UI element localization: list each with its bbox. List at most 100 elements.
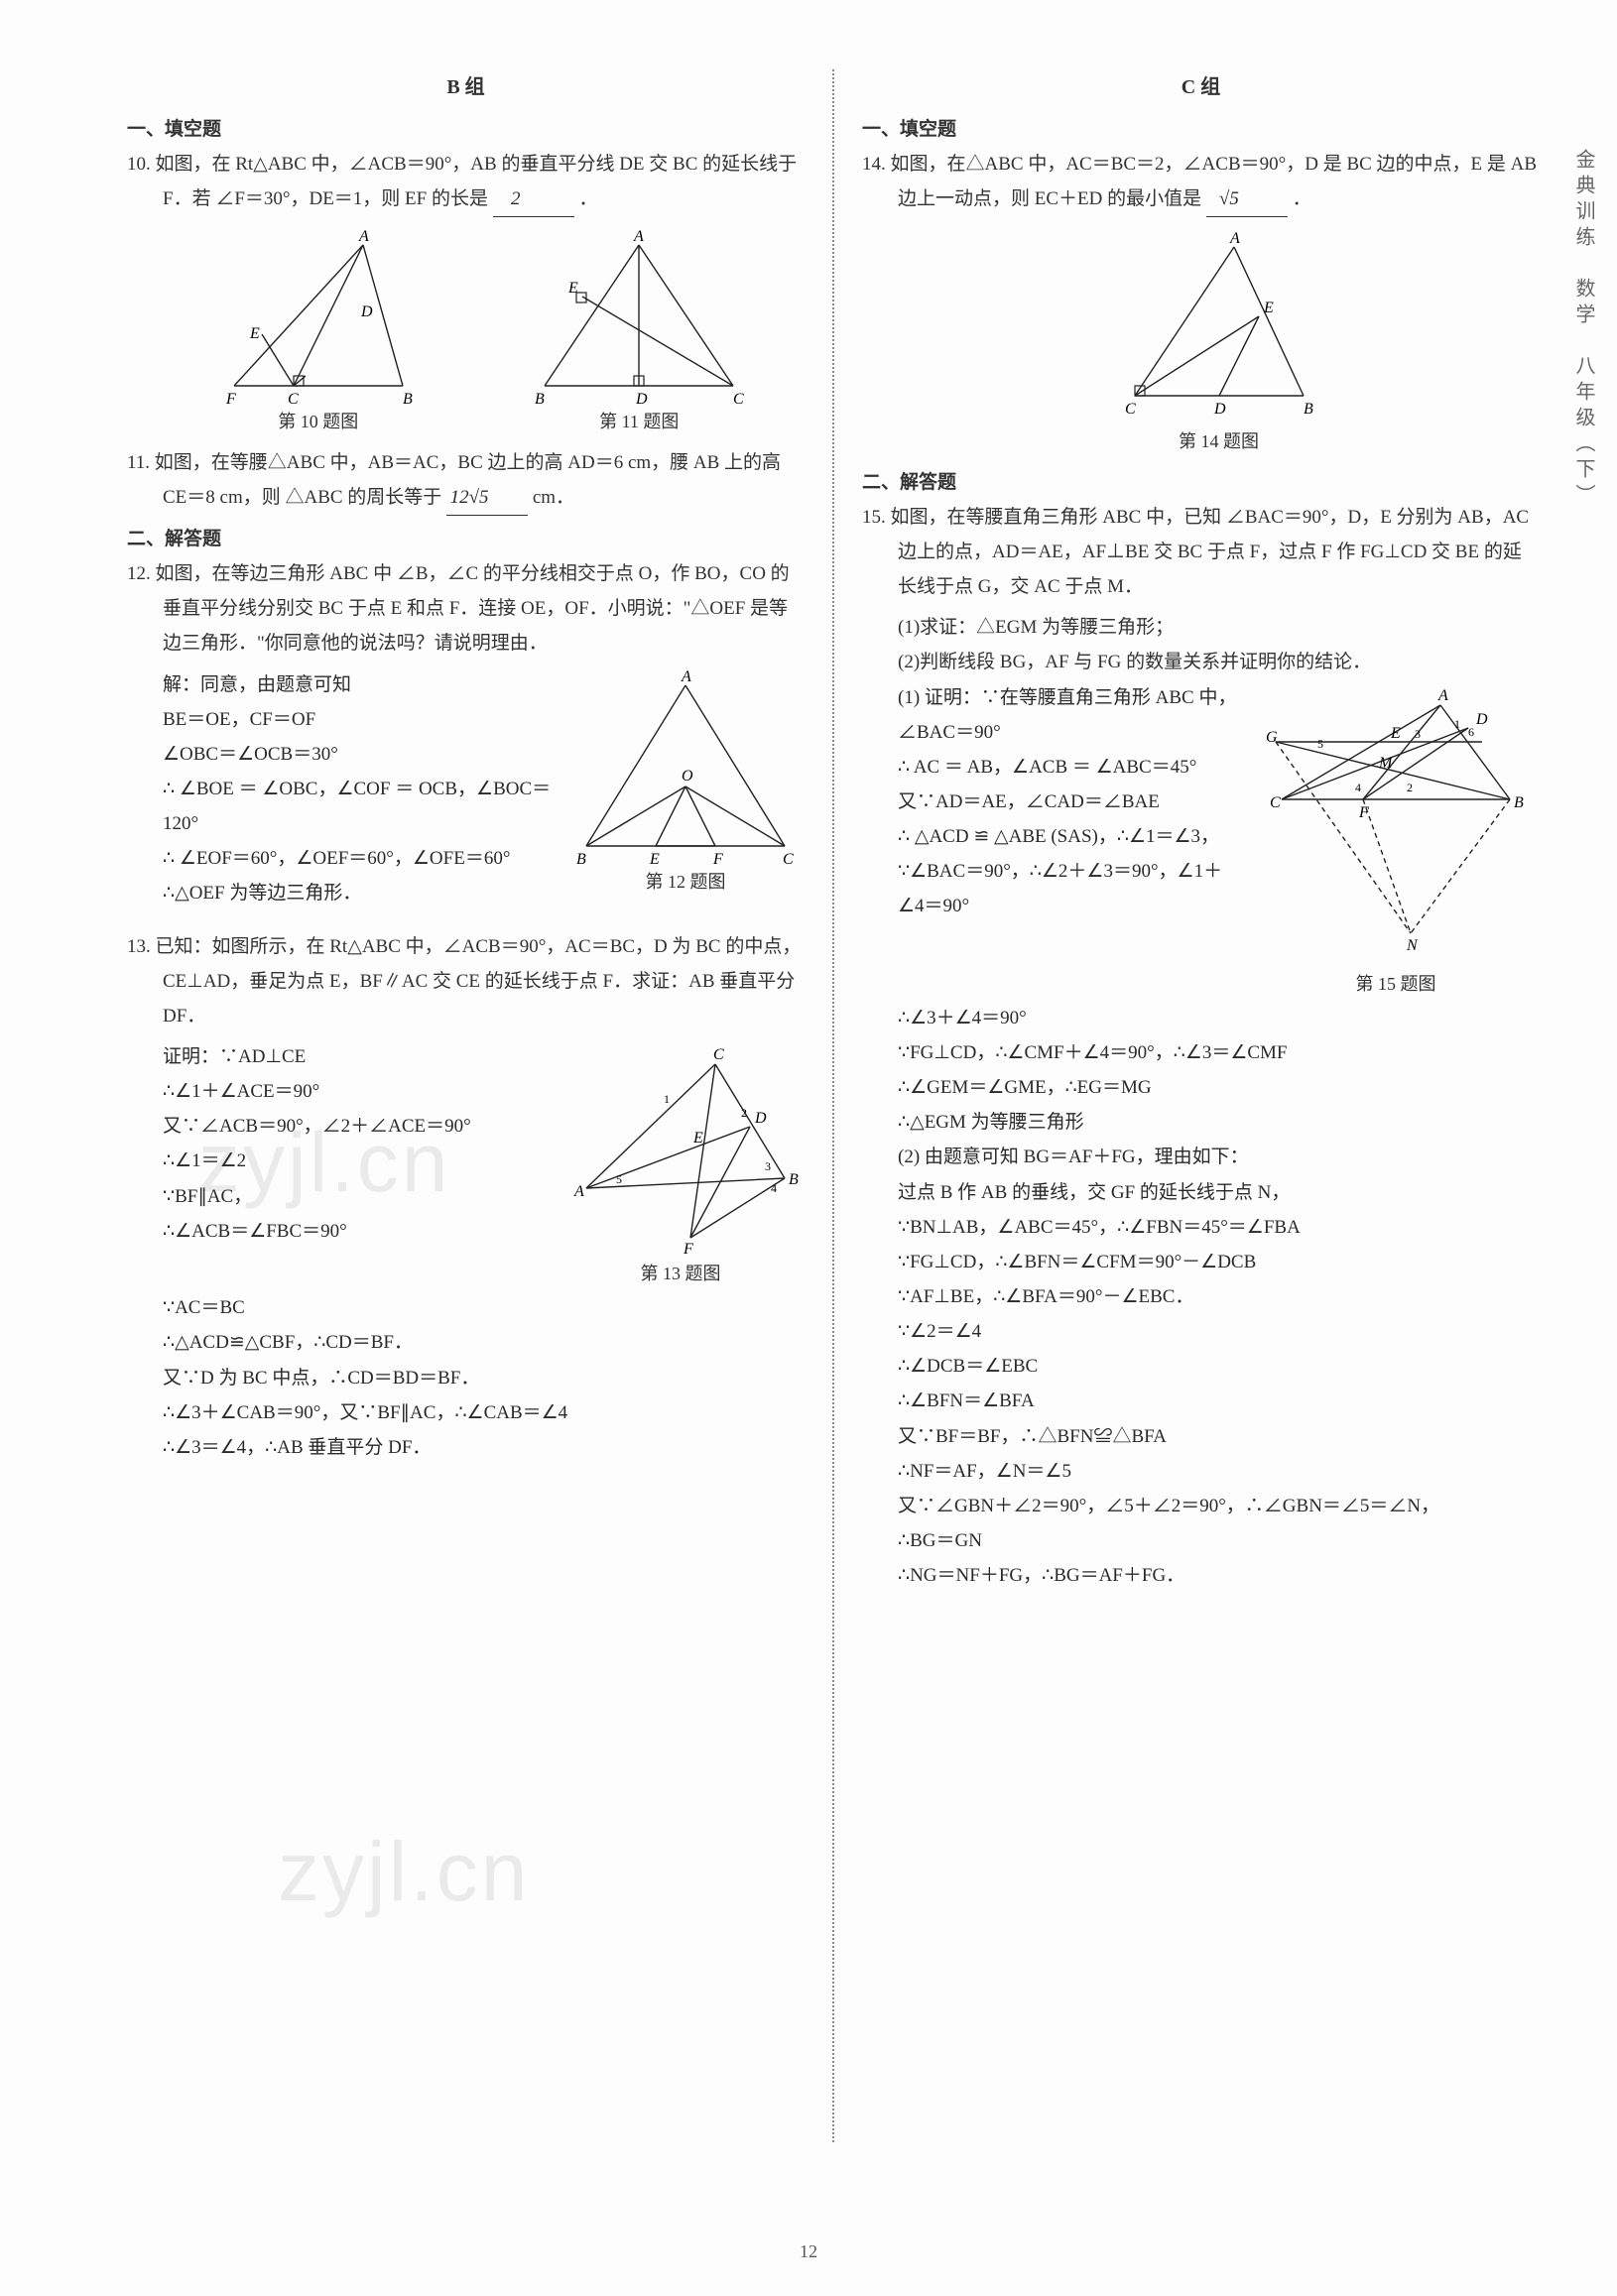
- question-10: 10. 如图，在 Rt△ABC 中，∠ACB＝90°，AB 的垂直平分线 DE …: [127, 147, 805, 217]
- answer-blank: √5: [1206, 181, 1288, 217]
- svg-text:5: 5: [1317, 737, 1323, 751]
- section-solve: 二、解答题: [862, 465, 1540, 500]
- svg-text:D: D: [754, 1110, 767, 1127]
- q-num: 12.: [127, 563, 151, 584]
- period: ．: [578, 188, 597, 209]
- svg-text:C: C: [783, 851, 794, 866]
- svg-text:B: B: [535, 391, 545, 406]
- q-num: 14.: [862, 154, 886, 175]
- answer-blank: 2: [493, 181, 574, 217]
- svg-text:4: 4: [1355, 781, 1361, 794]
- caption: 第 13 题图: [557, 1258, 805, 1290]
- column-b: B 组 一、填空题 10. 如图，在 Rt△ABC 中，∠ACB＝90°，AB …: [99, 69, 834, 2142]
- q-text: 已知：如图所示，在 Rt△ABC 中，∠ACB＝90°，AC＝BC，D 为 BC…: [156, 936, 802, 1027]
- svg-text:B: B: [1514, 794, 1524, 811]
- solution-15b: ∴∠3＋∠4＝90°∵FG⊥CD，∴∠CMF＋∠4＝90°，∴∠3＝∠CMF∴∠…: [862, 1001, 1540, 1593]
- fig-15: ABCDEGMFN123456: [1252, 680, 1540, 968]
- fig-13: A B C D E F 1 2 34 5: [557, 1039, 805, 1258]
- svg-text:F: F: [225, 391, 236, 406]
- answer-blank: 12√5: [446, 480, 528, 516]
- svg-text:A: A: [1437, 687, 1448, 704]
- svg-text:5: 5: [616, 1172, 622, 1186]
- svg-text:1: 1: [664, 1092, 670, 1106]
- svg-text:D: D: [360, 303, 373, 320]
- svg-text:A: A: [358, 228, 369, 245]
- svg-text:A: A: [681, 668, 691, 685]
- q-num: 10.: [127, 154, 151, 175]
- caption: 第 12 题图: [566, 866, 805, 899]
- fig-14: ABCDE: [1105, 227, 1333, 425]
- svg-text:F: F: [683, 1241, 693, 1258]
- svg-text:1: 1: [1454, 717, 1460, 731]
- group-b-title: B 组: [127, 69, 805, 106]
- svg-text:M: M: [1378, 755, 1394, 772]
- fig-11: A B C D E: [525, 227, 753, 406]
- page-number: 12: [0, 2236, 1617, 2268]
- svg-text:N: N: [1406, 937, 1419, 954]
- question-12: 12. 如图，在等边三角形 ABC 中 ∠B，∠C 的平分线相交于点 O，作 B…: [127, 556, 805, 661]
- solution-12: 解：同意，由题意可知BE＝OE，CF＝OF∠OBC＝∠OCB＝30°∴ ∠BOE…: [163, 667, 553, 911]
- figs-10-11: A B C D E F 第 10 题图 A B C D E 第 11 题图: [163, 227, 805, 438]
- svg-text:F: F: [712, 851, 723, 866]
- q-text: 如图，在 Rt△ABC 中，∠ACB＝90°，AB 的垂直平分线 DE 交 BC…: [156, 154, 798, 209]
- svg-text:G: G: [1266, 729, 1278, 746]
- section-fill: 一、填空题: [862, 112, 1540, 147]
- svg-text:C: C: [288, 391, 299, 406]
- svg-text:4: 4: [771, 1181, 777, 1195]
- svg-text:C: C: [1270, 794, 1281, 811]
- svg-text:E: E: [249, 325, 260, 342]
- svg-text:B: B: [403, 391, 413, 406]
- question-15: 15. 如图，在等腰直角三角形 ABC 中，已知 ∠BAC＝90°，D，E 分别…: [862, 500, 1540, 604]
- q-num: 15.: [862, 507, 886, 528]
- section-solve: 二、解答题: [127, 522, 805, 556]
- svg-text:A: A: [573, 1183, 584, 1200]
- caption: 第 14 题图: [898, 425, 1540, 458]
- svg-text:E: E: [567, 280, 578, 297]
- svg-text:3: 3: [765, 1159, 771, 1173]
- q-num: 13.: [127, 936, 151, 957]
- svg-text:E: E: [692, 1130, 703, 1147]
- q13-body: 证明：∵AD⊥CE∴∠1＋∠ACE＝90°又∵∠ACB＝90°，∠2＋∠ACE＝…: [127, 1039, 805, 1290]
- question-14: 14. 如图，在△ABC 中，AC＝BC＝2，∠ACB＝90°，D 是 BC 边…: [862, 147, 1540, 217]
- svg-text:E: E: [649, 851, 660, 866]
- svg-text:C: C: [733, 391, 744, 406]
- svg-text:D: D: [1213, 401, 1226, 418]
- fig-10: A B C D E F: [214, 227, 423, 406]
- solution-13b: ∵AC＝BC∴△ACD≌△CBF，∴CD＝BF．又∵D 为 BC 中点，∴CD＝…: [127, 1290, 805, 1465]
- question-13: 13. 已知：如图所示，在 Rt△ABC 中，∠ACB＝90°，AC＝BC，D …: [127, 929, 805, 1033]
- q-text: 如图，在等腰直角三角形 ABC 中，已知 ∠BAC＝90°，D，E 分别为 AB…: [891, 507, 1530, 597]
- q12-body: 解：同意，由题意可知BE＝OE，CF＝OF∠OBC＝∠OCB＝30°∴ ∠BOE…: [127, 667, 805, 911]
- solution-13a: 证明：∵AD⊥CE∴∠1＋∠ACE＝90°又∵∠ACB＝90°，∠2＋∠ACE＝…: [163, 1039, 543, 1290]
- caption: 第 10 题图: [214, 406, 423, 438]
- svg-text:F: F: [1358, 804, 1369, 821]
- fig14-wrap: ABCDE 第 14 题图: [862, 227, 1540, 458]
- page-content: B 组 一、填空题 10. 如图，在 Rt△ABC 中，∠ACB＝90°，AB …: [0, 0, 1617, 2182]
- period: ．: [1293, 188, 1311, 209]
- section-fill: 一、填空题: [127, 112, 805, 147]
- svg-text:C: C: [1125, 401, 1136, 418]
- svg-text:D: D: [1475, 711, 1488, 728]
- svg-text:2: 2: [741, 1106, 747, 1120]
- svg-text:B: B: [789, 1171, 799, 1188]
- q-text: 如图，在等边三角形 ABC 中 ∠B，∠C 的平分线相交于点 O，作 BO，CO…: [156, 563, 790, 654]
- svg-text:E: E: [1263, 300, 1274, 316]
- svg-text:2: 2: [1407, 781, 1413, 794]
- caption: 第 15 题图: [1252, 968, 1540, 1001]
- svg-text:O: O: [682, 768, 693, 785]
- fig-12: A B C E F O: [566, 667, 805, 866]
- question-11: 11. 如图，在等腰△ABC 中，AB＝AC，BC 边上的高 AD＝6 cm，腰…: [127, 445, 805, 516]
- column-c: C 组 一、填空题 14. 如图，在△ABC 中，AC＝BC＝2，∠ACB＝90…: [834, 69, 1567, 2142]
- svg-text:B: B: [576, 851, 586, 866]
- solution-15a: (1) 证明：∵在等腰直角三角形 ABC 中，∠BAC＝90°∴ AC ＝ AB…: [898, 680, 1238, 1001]
- side-tab: 金典训练 数学 八年级（下）: [1571, 149, 1599, 510]
- svg-text:A: A: [633, 228, 644, 245]
- svg-text:3: 3: [1415, 727, 1421, 741]
- caption: 第 11 题图: [525, 406, 753, 438]
- q15-body: (1) 证明：∵在等腰直角三角形 ABC 中，∠BAC＝90°∴ AC ＝ AB…: [862, 680, 1540, 1001]
- svg-text:E: E: [1390, 725, 1401, 742]
- q-num: 11.: [127, 452, 150, 473]
- q15-sub2: (2)判断线段 BG，AF 与 FG 的数量关系并证明你的结论．: [862, 645, 1540, 679]
- svg-text:C: C: [713, 1046, 724, 1063]
- svg-text:D: D: [635, 391, 648, 406]
- svg-text:A: A: [1229, 230, 1240, 247]
